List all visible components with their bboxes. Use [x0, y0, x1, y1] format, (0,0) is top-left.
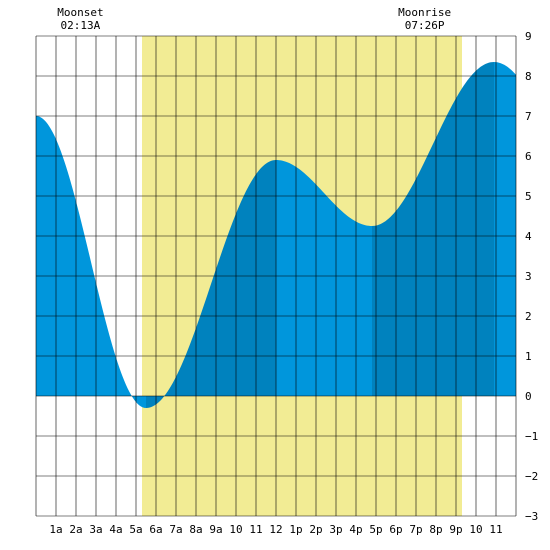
x-tick-label: 4p	[349, 523, 362, 536]
y-tick-label: 6	[525, 150, 532, 163]
tide-area	[36, 62, 516, 408]
x-tick-label: 2p	[309, 523, 322, 536]
y-tick-label: 1	[525, 350, 532, 363]
tide-segment-5	[494, 62, 516, 396]
y-tick-label: 9	[525, 30, 532, 43]
y-tick-label: 5	[525, 190, 532, 203]
x-tick-label: 11	[489, 523, 502, 536]
x-tick-label: 6p	[389, 523, 402, 536]
x-tick-label: 3a	[89, 523, 102, 536]
tide-segment-4	[372, 62, 494, 396]
y-tick-label: 7	[525, 110, 532, 123]
x-tick-label: 5a	[129, 523, 142, 536]
x-tick-label: 4a	[109, 523, 122, 536]
y-tick-label: −3	[525, 510, 538, 523]
tide-segment-2	[146, 160, 276, 408]
x-tick-label: 7a	[169, 523, 182, 536]
x-tick-label: 2a	[69, 523, 82, 536]
y-tick-label: 2	[525, 310, 532, 323]
x-tick-label: 1p	[289, 523, 302, 536]
y-tick-label: −1	[525, 430, 538, 443]
moon-event-time: 02:13A	[61, 19, 101, 32]
moon-event-time: 07:26P	[405, 19, 445, 32]
tide-segment-3	[276, 160, 372, 396]
x-tick-label: 7p	[409, 523, 422, 536]
x-tick-label: 9a	[209, 523, 222, 536]
y-tick-label: 8	[525, 70, 532, 83]
x-axis-ticks: 1a 2a 3a 4a 5a 6a 7a 8a 9a 10 11 12 1p 2p 3p 4p 5p 6p 7p 8p…	[49, 523, 502, 536]
x-tick-label: 10	[229, 523, 242, 536]
moon-event-label: Moonrise	[398, 6, 451, 19]
x-tick-label: 6a	[149, 523, 162, 536]
x-tick-label: 10	[469, 523, 482, 536]
y-tick-label: 4	[525, 230, 532, 243]
x-tick-label: 1a	[49, 523, 62, 536]
x-tick-label: 3p	[329, 523, 342, 536]
x-tick-label: 8a	[189, 523, 202, 536]
x-tick-label: 5p	[369, 523, 382, 536]
x-tick-label: 12	[269, 523, 282, 536]
y-tick-label: 3	[525, 270, 532, 283]
y-tick-label: 0	[525, 390, 532, 403]
x-tick-label: 9p	[449, 523, 462, 536]
tide-segment-1	[36, 116, 146, 408]
x-tick-label: 8p	[429, 523, 442, 536]
x-tick-label: 11	[249, 523, 262, 536]
grid-lines	[35, 35, 517, 517]
y-axis-ticks: 9 8 7 6 5 4 3 2 1 0 −1 −2 −3	[525, 30, 538, 523]
moon-event-label: Moonset	[57, 6, 103, 19]
y-tick-label: −2	[525, 470, 538, 483]
